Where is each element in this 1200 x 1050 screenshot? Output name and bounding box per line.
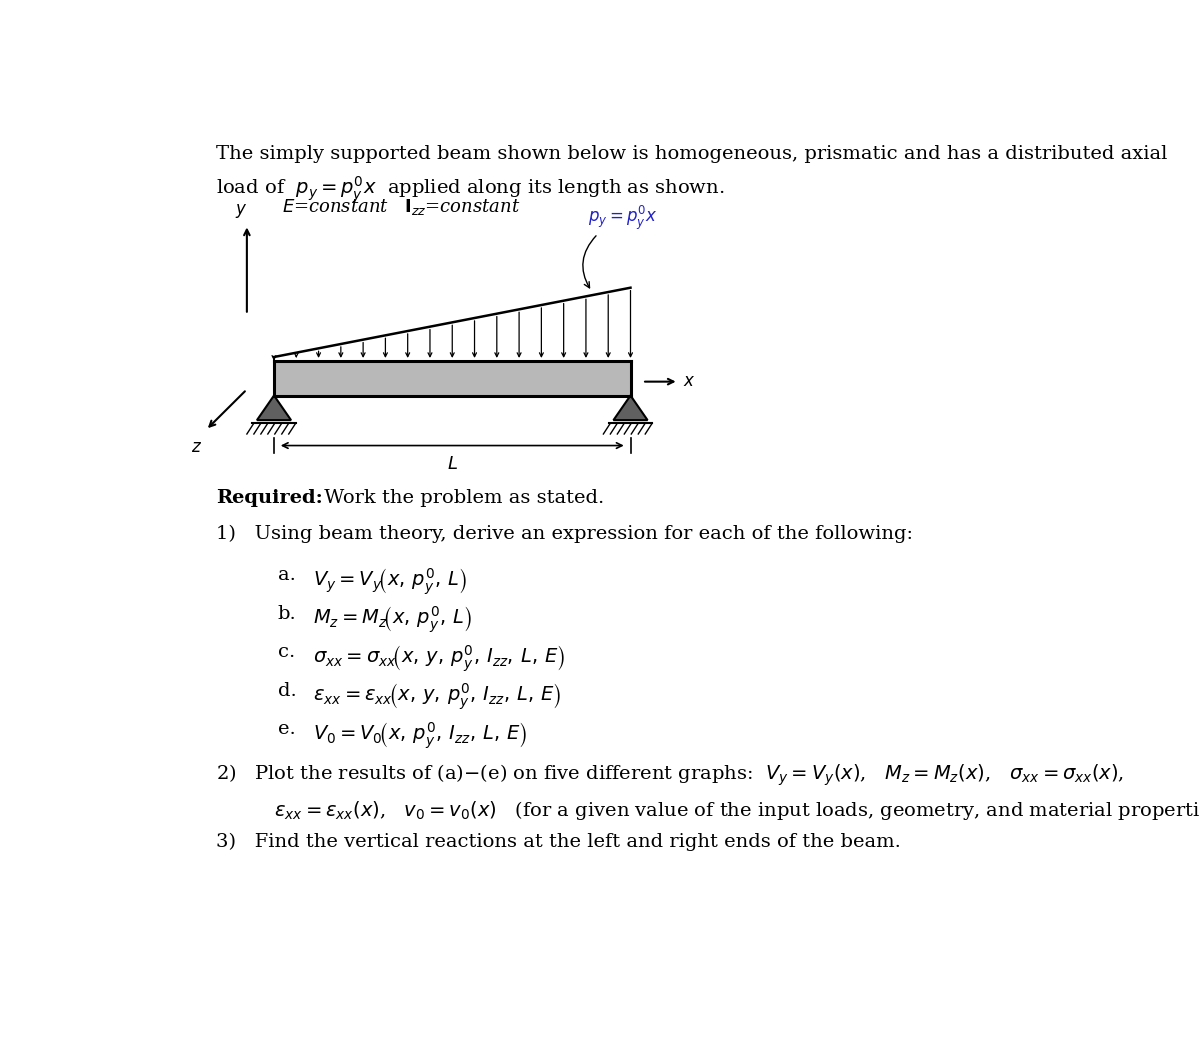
Text: $E$=constant   $\mathbf{I}_{zz}$=constant: $E$=constant $\mathbf{I}_{zz}$=constant bbox=[282, 196, 520, 217]
Text: 3)   Find the vertical reactions at the left and right ends of the beam.: 3) Find the vertical reactions at the le… bbox=[216, 833, 901, 852]
Text: load of  $p_y = p_y^0 x$  applied along its length as shown.: load of $p_y = p_y^0 x$ applied along it… bbox=[216, 174, 725, 205]
Polygon shape bbox=[257, 396, 292, 420]
Text: e.: e. bbox=[278, 720, 295, 738]
Bar bbox=[274, 361, 630, 396]
Polygon shape bbox=[613, 396, 648, 420]
Text: $\sigma_{xx} = \sigma_{xx}\!\left(x,\,y,\,p_y^0,\,I_{zz},\,L,\,E\right)$: $\sigma_{xx} = \sigma_{xx}\!\left(x,\,y,… bbox=[313, 644, 565, 674]
Text: d.: d. bbox=[278, 681, 296, 700]
Text: $y$: $y$ bbox=[235, 202, 247, 219]
Text: Required:: Required: bbox=[216, 489, 323, 507]
Text: 1)   Using beam theory, derive an expression for each of the following:: 1) Using beam theory, derive an expressi… bbox=[216, 525, 913, 543]
Text: $M_z = M_z\!\left(x,\,p_y^0,\,L\right)$: $M_z = M_z\!\left(x,\,p_y^0,\,L\right)$ bbox=[313, 605, 472, 635]
Text: The simply supported beam shown below is homogeneous, prismatic and has a distri: The simply supported beam shown below is… bbox=[216, 145, 1168, 163]
Text: 2)   Plot the results of (a)$-$(e) on five different graphs:  $V_y = V_y(x)$,   : 2) Plot the results of (a)$-$(e) on five… bbox=[216, 762, 1124, 788]
Text: c.: c. bbox=[278, 644, 295, 662]
Text: $L$: $L$ bbox=[446, 455, 457, 472]
Text: $\varepsilon_{xx} = \varepsilon_{xx}\!\left(x,\,y,\,p_y^0,\,I_{zz},\,L,\,E\right: $\varepsilon_{xx} = \varepsilon_{xx}\!\l… bbox=[313, 681, 562, 712]
Text: $V_y = V_y\!\left(x,\,p_y^0,\,L\right)$: $V_y = V_y\!\left(x,\,p_y^0,\,L\right)$ bbox=[313, 566, 467, 596]
Text: a.: a. bbox=[278, 566, 295, 585]
Text: $z$: $z$ bbox=[191, 439, 202, 456]
Text: Work the problem as stated.: Work the problem as stated. bbox=[318, 489, 605, 507]
Text: $x$: $x$ bbox=[683, 373, 696, 391]
Text: $\varepsilon_{xx} = \varepsilon_{xx}(x)$,   $v_0 = v_0(x)$   (for a given value : $\varepsilon_{xx} = \varepsilon_{xx}(x)$… bbox=[274, 799, 1200, 822]
Text: $p_y = p_y^0 x$: $p_y = p_y^0 x$ bbox=[588, 204, 658, 232]
Text: b.: b. bbox=[278, 605, 296, 623]
Text: $V_0 = V_0\!\left(x,\,p_y^0,\,I_{zz},\,L,\,E\right)$: $V_0 = V_0\!\left(x,\,p_y^0,\,I_{zz},\,L… bbox=[313, 720, 527, 751]
